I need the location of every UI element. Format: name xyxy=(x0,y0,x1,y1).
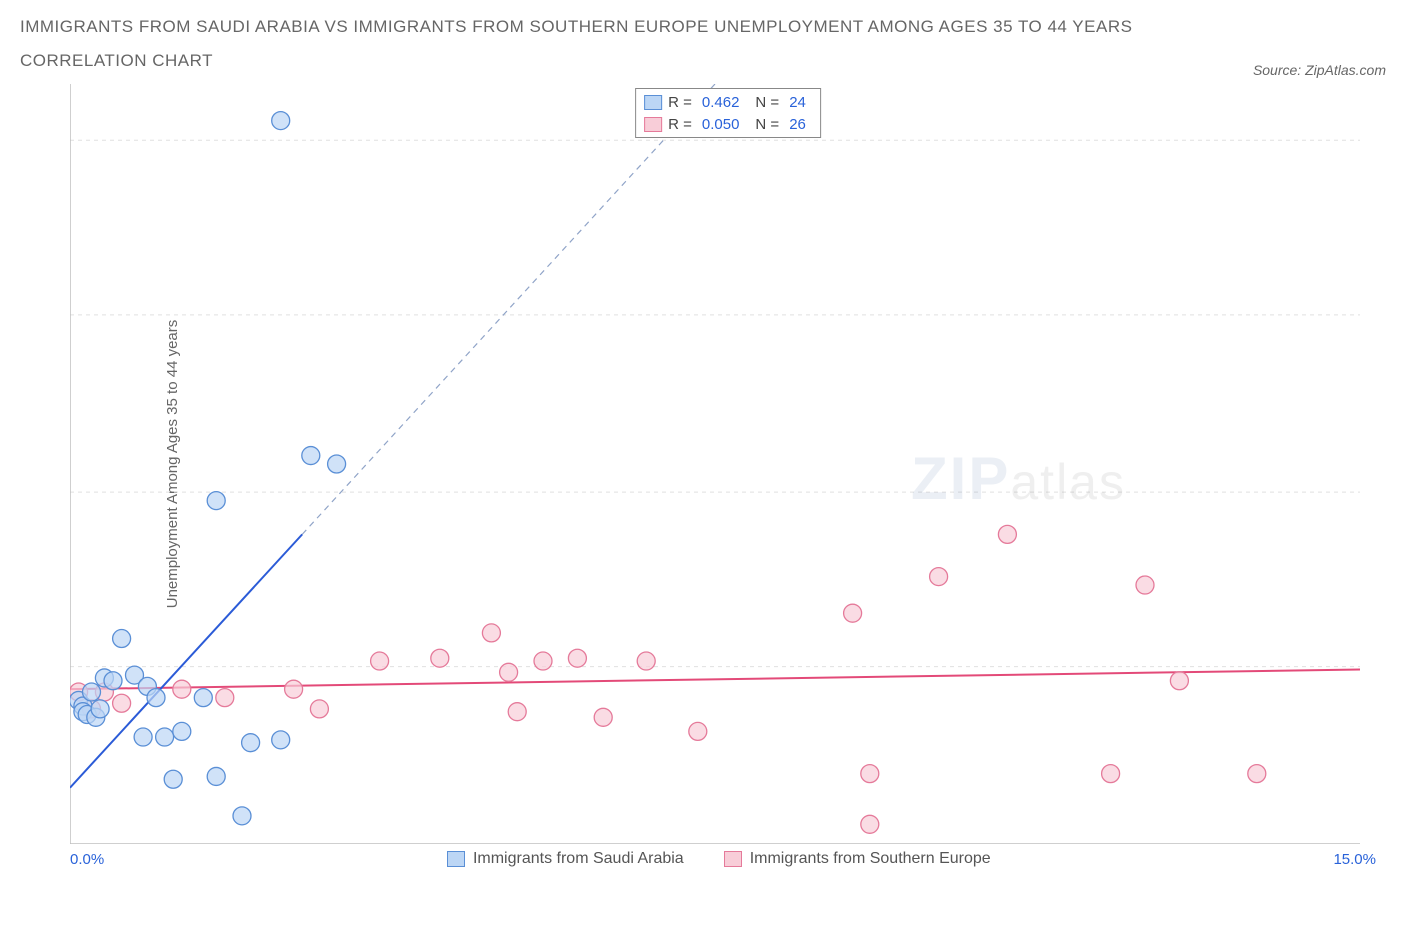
stats-legend-box: R = 0.462 N = 24 R = 0.050 N = 26 xyxy=(635,88,821,138)
legend-swatch-series2 xyxy=(644,117,662,132)
r-label-1: R = xyxy=(668,94,692,111)
r-value-2: 0.050 xyxy=(698,116,744,133)
legend-swatch-icon xyxy=(447,851,465,867)
x-axis-row: 0.0% Immigrants from Saudi Arabia Immigr… xyxy=(70,850,1386,868)
title-line-2: CORRELATION CHART xyxy=(20,51,213,70)
source-label: Source: ZipAtlas.com xyxy=(1253,62,1386,78)
stats-row-series2: R = 0.050 N = 26 xyxy=(644,113,810,135)
chart-title: IMMIGRANTS FROM SAUDI ARABIA VS IMMIGRAN… xyxy=(20,10,1132,78)
r-value-1: 0.462 xyxy=(698,94,744,111)
scatter-plot: ZIPatlas R = 0.462 N = 24 R = 0.050 N = … xyxy=(70,84,1386,844)
legend-item-series2: Immigrants from Southern Europe xyxy=(724,850,991,868)
legend-swatch-icon xyxy=(724,851,742,867)
r-label-2: R = xyxy=(668,116,692,133)
n-label-2: N = xyxy=(755,116,779,133)
x-axis-end-label: 15.0% xyxy=(1333,851,1376,868)
n-value-2: 26 xyxy=(785,116,810,133)
x-axis-start-label: 0.0% xyxy=(70,851,104,868)
legend-label-series2: Immigrants from Southern Europe xyxy=(750,850,991,868)
y-tick-label: 25.0% xyxy=(1392,131,1406,148)
chart-svg xyxy=(70,84,1360,844)
n-value-1: 24 xyxy=(785,94,810,111)
title-line-1: IMMIGRANTS FROM SAUDI ARABIA VS IMMIGRAN… xyxy=(20,17,1132,36)
legend-swatch-series1 xyxy=(644,95,662,110)
legend-item-series1: Immigrants from Saudi Arabia xyxy=(447,850,684,868)
series-legend: Immigrants from Saudi Arabia Immigrants … xyxy=(447,850,991,868)
y-tick-label: 12.5% xyxy=(1392,483,1406,500)
y-tick-label: 18.8% xyxy=(1392,306,1406,323)
n-label-1: N = xyxy=(755,94,779,111)
stats-row-series1: R = 0.462 N = 24 xyxy=(644,91,810,113)
y-tick-label: 6.3% xyxy=(1392,658,1406,675)
legend-label-series1: Immigrants from Saudi Arabia xyxy=(473,850,684,868)
